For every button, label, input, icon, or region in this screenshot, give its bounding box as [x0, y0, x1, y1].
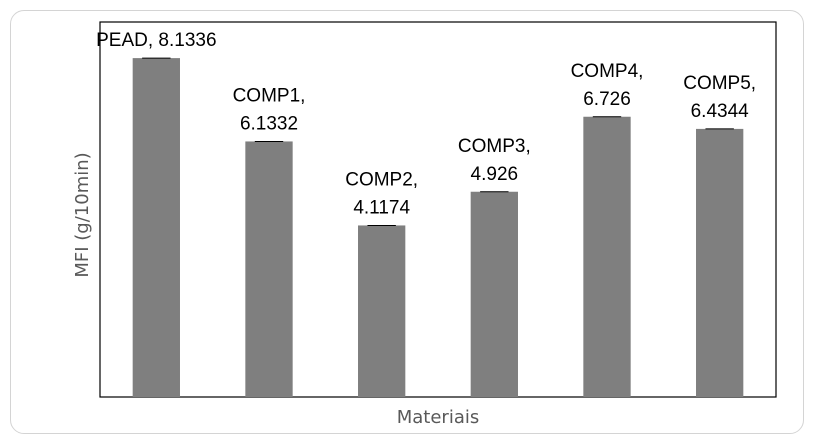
y-axis-title: MFI (g/10min): [72, 152, 93, 277]
data-label-pead: PEAD, 8.1336: [96, 30, 216, 51]
bar-comp1: [245, 141, 293, 397]
bar-pead: [132, 58, 180, 397]
data-label-comp1-line2: 6.1332: [240, 113, 298, 134]
data-label-comp4-line2: 6.726: [583, 89, 631, 110]
bar-comp2: [358, 225, 406, 397]
data-label-comp5-line2: 6.4344: [691, 101, 750, 122]
bar-comp5: [696, 128, 744, 397]
data-label-comp4-line1: COMP4,: [571, 61, 644, 82]
data-labels-group: PEAD, 8.1336 COMP1, 6.1332 COMP2, 4.1174 COMP…: [96, 30, 756, 218]
data-label-comp2-line1: COMP2,: [345, 169, 418, 190]
data-label-comp2-line2: 4.1174: [353, 197, 410, 218]
bar-comp4: [583, 116, 631, 397]
bars-group: [132, 57, 744, 397]
plot-area: [99, 21, 777, 398]
data-label-comp5-line1: COMP5,: [683, 73, 756, 94]
data-label-comp1-line1: COMP1,: [233, 85, 306, 106]
data-label-comp3-line2: 4.926: [471, 164, 519, 185]
bar-comp3: [470, 191, 518, 397]
x-axis-title: Materiais: [397, 407, 480, 428]
data-label-comp3-line1: COMP3,: [458, 136, 531, 157]
